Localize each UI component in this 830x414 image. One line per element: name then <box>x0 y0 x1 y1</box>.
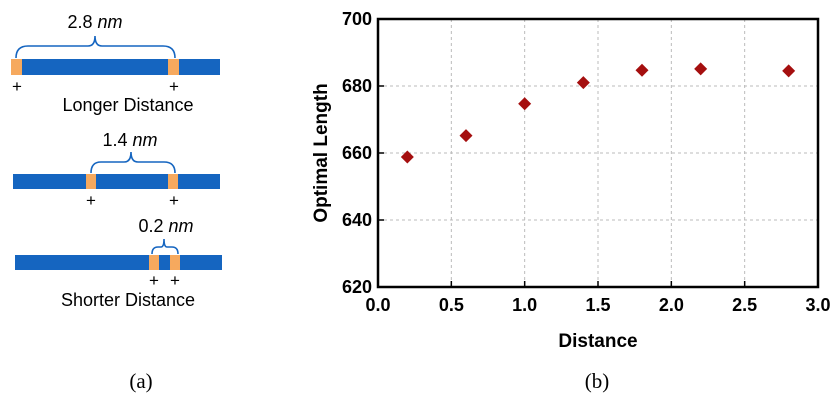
x-tick-label: 1.0 <box>512 295 537 315</box>
charge-site <box>168 59 179 75</box>
data-point <box>635 63 649 77</box>
chart-grid <box>378 19 818 287</box>
plus-sign: + <box>12 77 22 96</box>
x-tick-label: 1.5 <box>585 295 610 315</box>
y-tick-label: 700 <box>342 9 372 29</box>
x-tick-label: 3.0 <box>805 295 830 315</box>
panel-a-caption: (a) <box>129 369 152 393</box>
distance-unit: nm <box>169 216 194 236</box>
plus-sign: + <box>86 191 96 210</box>
distance-bracket <box>90 151 176 174</box>
diagram-label: Longer Distance <box>62 95 193 115</box>
plus-sign: + <box>149 271 159 290</box>
data-point <box>576 76 590 90</box>
y-tick-label: 640 <box>342 210 372 230</box>
panel-b: 0.0 0.5 1.0 1.5 2.0 2.5 3.0 620 640 660 680 700 Di… <box>311 9 830 393</box>
distance-value: 2.8 <box>67 12 92 32</box>
charge-site <box>11 59 22 75</box>
charge-site <box>168 174 178 189</box>
distance-value: 1.4 <box>102 130 127 150</box>
data-point <box>400 150 414 164</box>
data-point <box>694 62 708 76</box>
y-tick-label: 680 <box>342 76 372 96</box>
distance-value: 0.2 <box>138 216 163 236</box>
distance-bracket <box>151 238 179 255</box>
diagram-middle-distance: 1.4 nm + + <box>13 130 220 210</box>
y-tick-label: 660 <box>342 143 372 163</box>
x-tick-label: 0.5 <box>439 295 464 315</box>
panel-b-caption: (b) <box>585 369 610 393</box>
diagram-shorter-distance: 0.2 nm + + Shorter Distance <box>15 216 222 310</box>
x-tick-label: 2.5 <box>732 295 757 315</box>
data-point <box>459 129 473 143</box>
plus-sign: + <box>170 271 180 290</box>
y-tick-label: 620 <box>342 277 372 297</box>
distance-unit: nm <box>133 130 158 150</box>
x-tick-label: 0.0 <box>365 295 390 315</box>
data-point <box>518 97 532 111</box>
charge-site <box>149 255 159 270</box>
x-axis-label: Distance <box>558 331 637 352</box>
diagram-longer-distance: 2.8 nm + + Longer Distance <box>11 12 220 115</box>
x-axis-ticks: 0.0 0.5 1.0 1.5 2.0 2.5 3.0 <box>365 281 830 315</box>
y-axis-ticks: 620 640 660 680 700 <box>342 9 384 297</box>
chart-points <box>400 62 796 164</box>
charge-site <box>170 255 180 270</box>
data-point <box>782 64 796 78</box>
distance-label: 0.2 nm <box>138 216 193 236</box>
x-tick-label: 2.0 <box>659 295 684 315</box>
diagram-label: Shorter Distance <box>61 290 195 310</box>
molecule-bar <box>13 174 220 189</box>
y-axis-label: Optimal Length <box>311 83 332 222</box>
plus-sign: + <box>169 191 179 210</box>
distance-label: 2.8 nm <box>67 12 122 32</box>
molecule-bar <box>15 255 222 270</box>
distance-unit: nm <box>98 12 123 32</box>
panel-a: 2.8 nm + + Longer Distance 1.4 nm + + <box>11 12 222 393</box>
distance-label: 1.4 nm <box>102 130 157 150</box>
plus-sign: + <box>169 77 179 96</box>
molecule-bar <box>11 59 220 75</box>
charge-site <box>86 174 96 189</box>
distance-bracket <box>15 35 176 59</box>
